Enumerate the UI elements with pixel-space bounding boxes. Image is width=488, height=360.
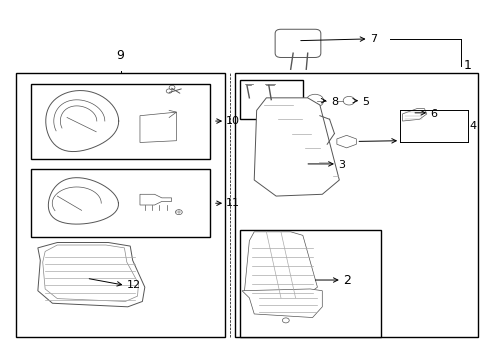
Text: 2: 2 <box>343 274 350 287</box>
Polygon shape <box>336 135 356 148</box>
Circle shape <box>169 85 175 90</box>
Polygon shape <box>242 289 322 318</box>
Circle shape <box>343 96 354 105</box>
Circle shape <box>175 210 182 215</box>
Polygon shape <box>140 194 171 205</box>
Text: 6: 6 <box>430 109 437 119</box>
Circle shape <box>305 94 323 107</box>
Circle shape <box>282 318 288 323</box>
Text: 8: 8 <box>330 97 338 107</box>
Text: 1: 1 <box>462 59 470 72</box>
Bar <box>234 73 477 337</box>
Text: 3: 3 <box>337 160 344 170</box>
Polygon shape <box>38 243 144 307</box>
Bar <box>16 73 224 337</box>
Circle shape <box>166 89 172 93</box>
Text: 4: 4 <box>468 121 476 131</box>
Text: 12: 12 <box>126 280 141 291</box>
Polygon shape <box>402 109 426 121</box>
Bar <box>30 84 210 158</box>
Text: 10: 10 <box>225 116 240 126</box>
Text: 7: 7 <box>369 34 376 44</box>
Bar <box>239 80 302 119</box>
Text: 11: 11 <box>225 198 240 208</box>
Bar <box>239 230 380 337</box>
Bar <box>30 169 210 237</box>
Polygon shape <box>140 112 176 143</box>
Polygon shape <box>254 98 339 196</box>
FancyBboxPatch shape <box>275 29 320 58</box>
Text: 5: 5 <box>362 97 369 107</box>
Text: 9: 9 <box>116 49 124 62</box>
Polygon shape <box>244 232 317 298</box>
